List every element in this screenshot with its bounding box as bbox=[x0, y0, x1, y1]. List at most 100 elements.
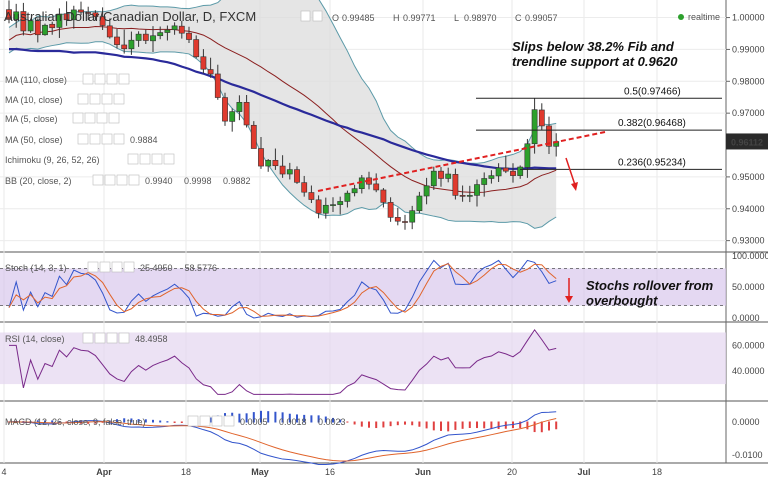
candle-body bbox=[466, 195, 473, 197]
macd-histogram-bar bbox=[159, 420, 162, 423]
candle-body bbox=[481, 178, 488, 185]
ohlc-value: 0.99485 bbox=[342, 13, 375, 23]
macd-signal-line bbox=[8, 418, 557, 462]
candle-body bbox=[114, 36, 120, 45]
pane-value: 0.0018 bbox=[279, 417, 307, 427]
candle-body bbox=[142, 33, 149, 41]
fib-label: 0.5(0.97466) bbox=[624, 86, 681, 97]
candle-body bbox=[337, 201, 344, 205]
candle-body bbox=[488, 175, 495, 179]
macd-tick-label: -0.0100 bbox=[732, 450, 763, 460]
macd-histogram-bar bbox=[555, 421, 558, 430]
candle-body bbox=[416, 195, 423, 211]
macd-histogram-bar bbox=[260, 410, 262, 423]
candle-body bbox=[459, 195, 466, 197]
time-tick-label: 4 bbox=[1, 467, 6, 477]
macd-histogram-bar bbox=[353, 421, 356, 425]
ohlc-value: 0.99057 bbox=[525, 13, 558, 23]
indicator-label: Ichimoku (9, 26, 52, 26) bbox=[5, 155, 100, 165]
indicator-value: 0.9882 bbox=[223, 176, 251, 186]
eye-icon bbox=[92, 174, 104, 186]
gear-icon bbox=[89, 93, 101, 105]
plus-icon bbox=[113, 93, 125, 105]
eye-icon bbox=[187, 415, 199, 427]
gear-icon bbox=[104, 174, 116, 186]
candle-body bbox=[121, 44, 128, 50]
macd-histogram-bar bbox=[440, 421, 442, 431]
close-icon bbox=[111, 261, 123, 273]
realtime-status-icon bbox=[678, 14, 684, 20]
plus-icon bbox=[123, 261, 135, 273]
candle-body bbox=[20, 11, 27, 32]
candle-body bbox=[546, 125, 552, 147]
close-icon bbox=[96, 112, 108, 124]
macd-histogram-bar bbox=[288, 413, 291, 423]
eye-icon bbox=[82, 73, 94, 85]
gear-icon bbox=[199, 415, 211, 427]
indicator-label: MA (5, close) bbox=[5, 114, 58, 124]
candle-body bbox=[445, 173, 452, 179]
eye-icon bbox=[82, 332, 94, 344]
candle-body bbox=[85, 12, 92, 14]
indicator-label: MA (110, close) bbox=[5, 75, 67, 85]
eye-icon bbox=[77, 93, 89, 105]
candle-body bbox=[402, 221, 408, 223]
chart-title: Australian Dollar/Canadian Dollar, D, FX… bbox=[4, 9, 256, 24]
moving-averages bbox=[9, 48, 557, 171]
annotation-stoch-line: overbought bbox=[586, 293, 658, 308]
macd-histogram-bar bbox=[245, 413, 248, 423]
time-tick-label: 20 bbox=[507, 467, 517, 477]
plus-icon bbox=[118, 73, 130, 85]
time-tick-label: 18 bbox=[181, 467, 191, 477]
stoch-tick-label: 0.0000 bbox=[732, 313, 760, 323]
candle-body bbox=[186, 32, 192, 40]
indicator-value: 0.9940 bbox=[145, 176, 173, 186]
candle-body bbox=[538, 109, 545, 127]
candle-body bbox=[265, 160, 272, 167]
candle-body bbox=[200, 56, 207, 70]
macd-histogram-bar bbox=[368, 421, 370, 428]
candle-body bbox=[92, 12, 99, 17]
candle-body bbox=[502, 167, 509, 172]
candle-body bbox=[214, 73, 221, 98]
close-icon bbox=[211, 415, 223, 427]
candle-body bbox=[322, 204, 329, 214]
macd-histogram-bar bbox=[332, 417, 334, 423]
ma50-line bbox=[9, 48, 557, 171]
fib-levels: 0.5(0.97466) 0.382(0.96468) 0.236(0.95234) bbox=[317, 86, 722, 192]
candle-body bbox=[222, 97, 228, 122]
plus-icon bbox=[163, 153, 175, 165]
macd-histogram-bar bbox=[267, 411, 270, 423]
candle-body bbox=[272, 160, 279, 167]
macd-histogram-bar bbox=[238, 413, 241, 423]
close-icon bbox=[151, 153, 163, 165]
candle-body bbox=[250, 124, 257, 149]
candle-body bbox=[423, 185, 430, 197]
macd-histogram-bar bbox=[375, 421, 378, 429]
stoch-d-line bbox=[8, 263, 557, 318]
indicator-label: BB (20, close, 2) bbox=[5, 176, 72, 186]
indicator-label: MA (10, close) bbox=[5, 95, 63, 105]
candle-body bbox=[474, 184, 480, 196]
price-tick-label: 0.97000 bbox=[732, 108, 765, 118]
close-icon bbox=[116, 174, 128, 186]
gear-icon bbox=[139, 153, 151, 165]
candle-body bbox=[70, 9, 77, 21]
macd-histogram-bar bbox=[324, 416, 327, 423]
macd-histogram-bar bbox=[533, 421, 536, 433]
close-icon bbox=[106, 332, 118, 344]
gear-icon bbox=[94, 73, 106, 85]
bollinger-middle-line bbox=[8, 25, 557, 194]
fib-label: 0.382(0.96468) bbox=[618, 118, 686, 129]
macd-histogram-bar bbox=[274, 411, 277, 423]
candle-body bbox=[294, 169, 300, 183]
macd-histogram-bar bbox=[454, 421, 457, 430]
price-tick-label: 0.94000 bbox=[732, 204, 765, 214]
time-tick-label: Apr bbox=[96, 467, 112, 477]
close-icon bbox=[101, 133, 113, 145]
macd-histogram-bar bbox=[296, 414, 298, 423]
eye-icon bbox=[72, 112, 84, 124]
macd-histogram-bar bbox=[339, 419, 342, 423]
